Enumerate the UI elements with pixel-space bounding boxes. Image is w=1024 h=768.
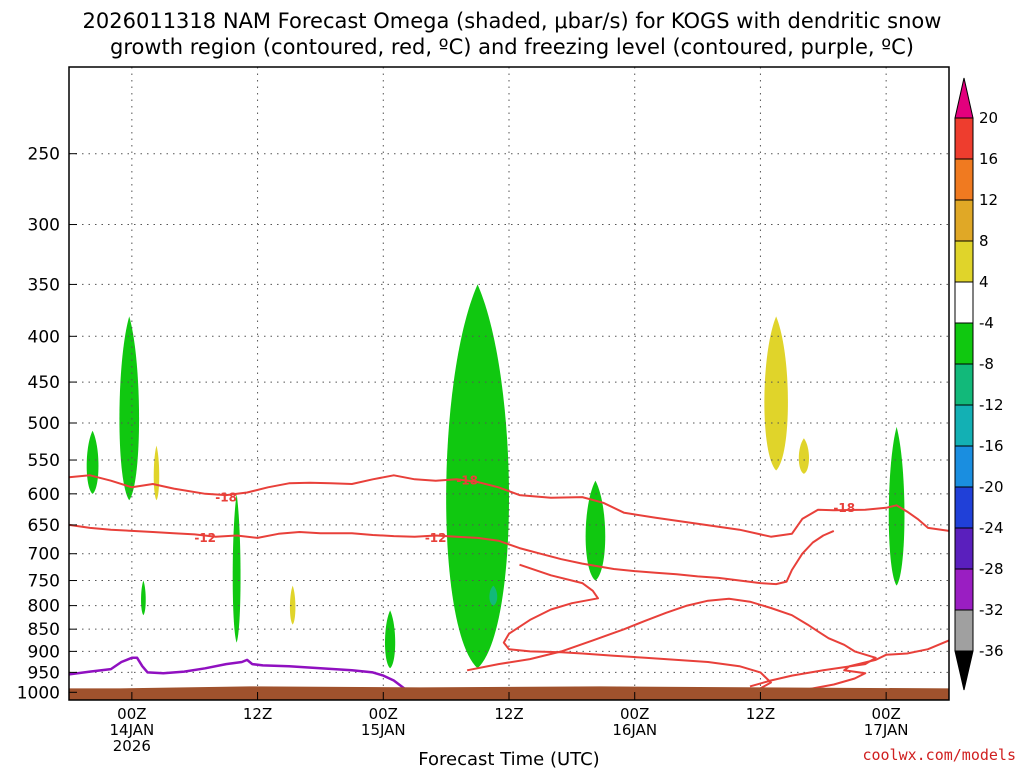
contour-dendritic-loop (466, 597, 877, 688)
colorbar-bin-2 (954, 158, 974, 201)
colorbar-bin-8 (954, 404, 974, 447)
xtick-label-0-0: 00Z (117, 705, 146, 723)
contour-lines: -18 -12 -12 -18 -18 (68, 474, 950, 692)
contour-label-0: -18 (215, 491, 237, 505)
colorbar-bottom-arrow (954, 650, 974, 691)
ytick-label-450: 450 (28, 373, 60, 393)
xtick-label-5-0: 12Z (746, 705, 775, 723)
colorbar-top-arrow (954, 77, 974, 119)
xtick-label-2-0: 00Z (369, 705, 398, 723)
colorbar-bin-1 (954, 117, 974, 160)
colorbar-bin-11 (954, 527, 974, 570)
colorbar-bin-10 (954, 486, 974, 529)
colorbar-bin-7 (954, 363, 974, 406)
x-axis-label: Forecast Time (UTC) (418, 749, 599, 768)
contour-label-4: -18 (833, 501, 855, 515)
colorbar-label-1: 16 (979, 150, 998, 168)
contour-dendritic-tail (502, 563, 950, 692)
omega-region-4 (232, 493, 241, 643)
contour-dendritic-lower (68, 523, 835, 586)
ytick-label-800: 800 (28, 597, 60, 617)
colorbar: 20 16 12 8 4 -4 -8 -12 -16 -20 -24 -28 -32 -36 (954, 77, 1004, 691)
omega-region-6 (384, 610, 396, 669)
ytick-label-700: 700 (28, 545, 60, 565)
colorbar-label-6: -8 (979, 355, 994, 373)
xtick-label-0-2: 2026 (113, 737, 151, 755)
xtick-label-4-1: 16JAN (612, 721, 657, 739)
xtick-label-6-1: 17JAN (864, 721, 909, 739)
colorbar-bin-5 (954, 281, 974, 324)
colorbar-bin-9 (954, 445, 974, 488)
ytick-label-600: 600 (28, 485, 60, 505)
plot-frame (68, 66, 950, 701)
colorbar-bin-3 (954, 199, 974, 242)
ytick-label-850: 850 (28, 620, 60, 640)
ytick-label-250: 250 (28, 145, 60, 165)
colorbar-label-13: -36 (979, 642, 1004, 660)
omega-region-11 (798, 438, 810, 474)
omega-region-8 (489, 585, 498, 606)
xtick-label-3-0: 12Z (494, 705, 523, 723)
colorbar-label-0: 20 (979, 109, 998, 127)
colorbar-label-3: 8 (979, 232, 989, 250)
ytick-label-300: 300 (28, 216, 60, 236)
y-axis-ticks: 2503003504004505005506006507007508008509… (17, 145, 77, 703)
omega-shading (86, 284, 905, 669)
omega-region-0 (86, 430, 99, 494)
omega-region-10 (764, 316, 788, 471)
omega-region-9 (585, 480, 606, 581)
omega-region-7 (446, 284, 509, 669)
xtick-label-4-0: 00Z (620, 705, 649, 723)
colorbar-label-7: -12 (979, 396, 1004, 414)
colorbar-label-9: -20 (979, 478, 1004, 496)
ytick-label-950: 950 (28, 663, 60, 683)
omega-region-2 (153, 445, 160, 501)
credit-text[interactable]: coolwx.com/models (862, 746, 1016, 764)
ytick-label-900: 900 (28, 642, 60, 662)
ytick-label-550: 550 (28, 451, 60, 471)
ytick-label-500: 500 (28, 414, 60, 434)
ytick-label-350: 350 (28, 275, 60, 295)
chart-title-line2: growth region (contoured, red, ºC) and f… (110, 35, 914, 59)
colorbar-bin-12 (954, 568, 974, 611)
colorbar-label-8: -16 (979, 437, 1004, 455)
colorbar-bin-4 (954, 240, 974, 283)
chart-title-line1: 2026011318 NAM Forecast Omega (shaded, μ… (83, 9, 942, 33)
ytick-label-750: 750 (28, 572, 60, 592)
colorbar-bin-6 (954, 322, 974, 365)
colorbar-label-2: 12 (979, 191, 998, 209)
omega-region-5 (289, 585, 296, 625)
xtick-label-1-0: 12Z (243, 705, 272, 723)
ytick-label-1000: 1000 (17, 683, 60, 703)
xtick-label-2-1: 15JAN (361, 721, 406, 739)
colorbar-label-12: -32 (979, 601, 1004, 619)
contour-freezing-level (68, 656, 405, 690)
colorbar-label-4: 4 (979, 273, 989, 291)
contour-label-1: -12 (194, 531, 216, 545)
colorbar-bin-13 (954, 609, 974, 652)
ytick-label-400: 400 (28, 327, 60, 347)
colorbar-label-11: -28 (979, 560, 1004, 578)
colorbar-label-5: -4 (979, 314, 994, 332)
contour-dendritic-upper (68, 474, 950, 538)
ytick-label-650: 650 (28, 516, 60, 536)
xtick-label-0-1: 14JAN (109, 721, 154, 739)
grid-lines (69, 67, 949, 700)
colorbar-label-10: -24 (979, 519, 1004, 537)
omega-region-1 (119, 316, 140, 501)
xtick-label-6-0: 00Z (871, 705, 900, 723)
contour-label-3: -18 (456, 474, 478, 488)
contour-label-2: -12 (425, 531, 447, 545)
omega-region-3 (141, 580, 146, 616)
